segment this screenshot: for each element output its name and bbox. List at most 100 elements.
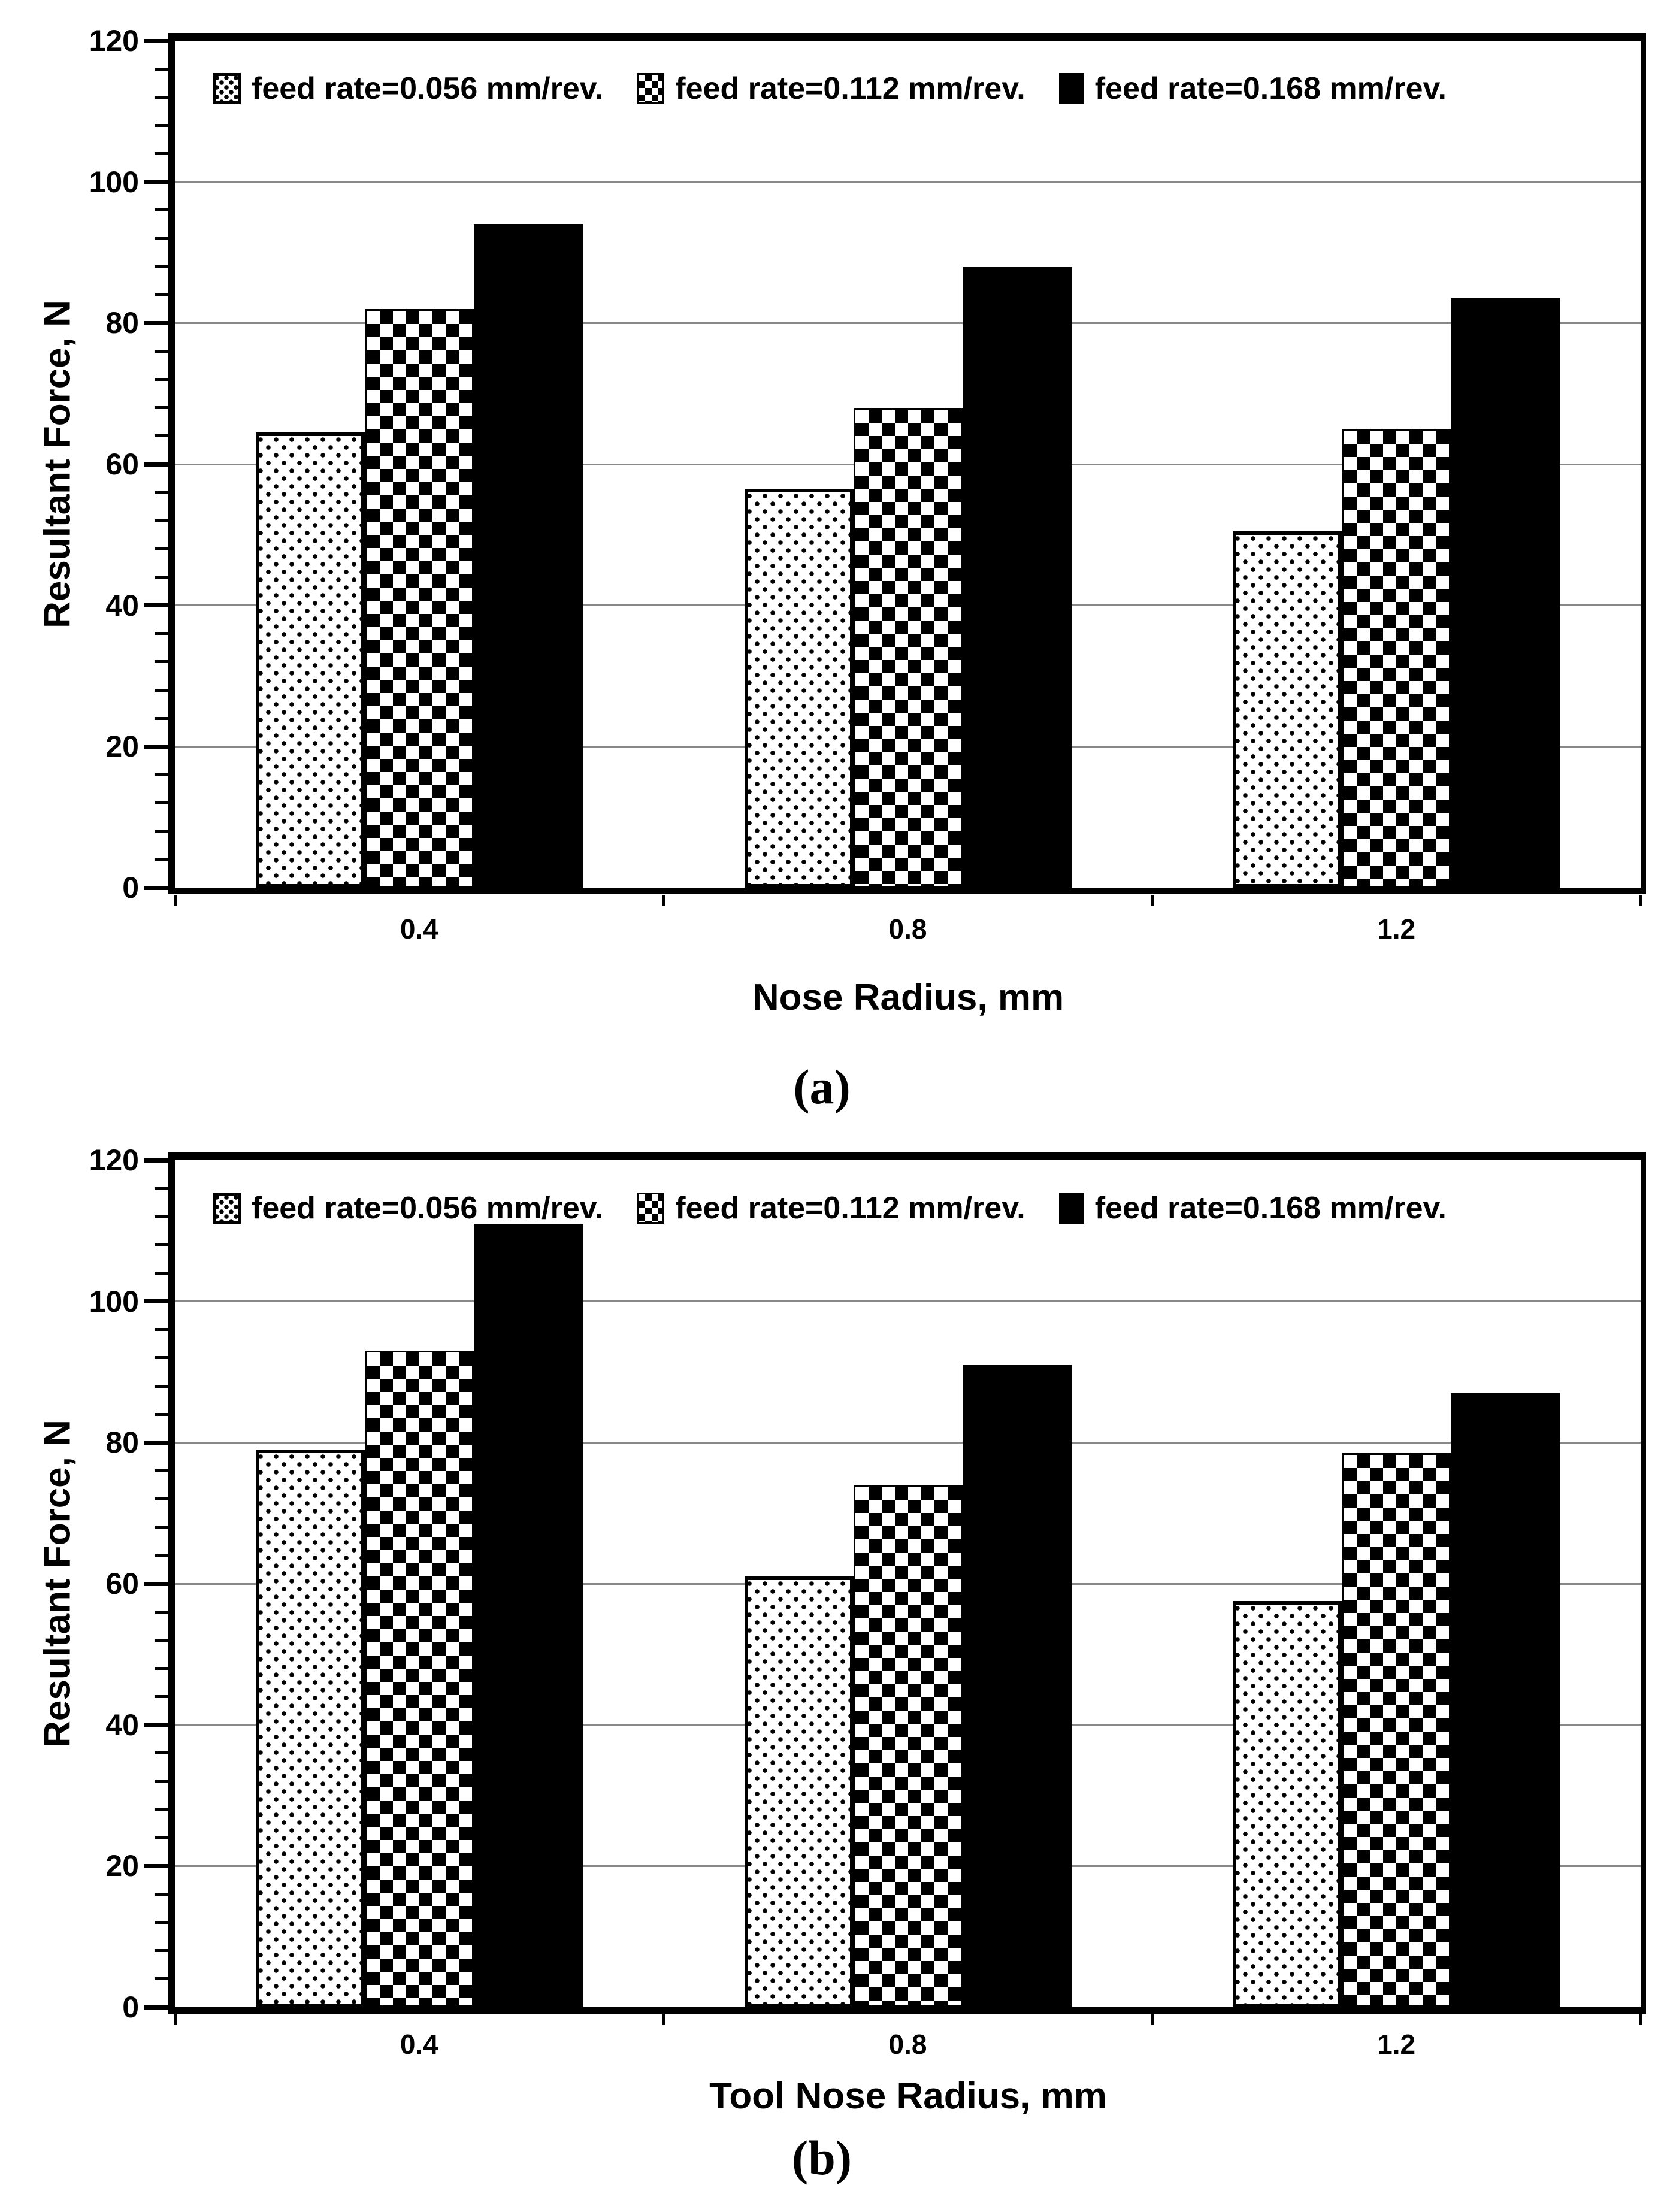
gridline-100-a — [175, 181, 1641, 183]
y-major-tick-20-a — [144, 744, 168, 749]
y-major-tick-40-b — [144, 1723, 168, 1727]
x-tick-labels-a: 0.4 0.8 1.2 — [175, 913, 1641, 955]
y-minor-tick-56-a — [155, 491, 168, 494]
y-tick-label-40-a: 40 — [105, 588, 139, 622]
bar-solid-x1.2-a — [1451, 298, 1560, 888]
y-minor-tick-108-a — [155, 123, 168, 127]
y-minor-tick-36-b — [155, 1751, 168, 1755]
legend-a: feed rate=0.056 mm/rev. feed rate=0.112 m… — [213, 71, 1637, 107]
y-major-tick-120-a — [144, 38, 168, 43]
y-minor-tick-84-a — [155, 293, 168, 296]
y-tick-label-60-a: 60 — [105, 447, 139, 481]
x-tick-label-0.8-a: 0.8 — [888, 913, 927, 945]
y-minor-tick-96-a — [155, 208, 168, 212]
legend-label-2-b: feed rate=0.168 mm/rev. — [1094, 1191, 1447, 1225]
y-major-tick-0-a — [144, 885, 168, 890]
y-minor-tick-112-b — [155, 1215, 168, 1218]
y-minor-tick-92-b — [155, 1356, 168, 1360]
y-minor-tick-84-b — [155, 1412, 168, 1416]
y-tick-label-100-a: 100 — [89, 165, 139, 199]
y-minor-tick-24-b — [155, 1836, 168, 1839]
bar-checker-x0.4-b — [364, 1351, 474, 2007]
y-minor-tick-68-b — [155, 1526, 168, 1529]
x-axis-title-b: Tool Nose Radius, mm — [709, 2075, 1107, 2117]
legend-item-1-a: feed rate=0.112 mm/rev. — [637, 71, 1025, 107]
legend-item-2-b: feed rate=0.168 mm/rev. — [1058, 1190, 1447, 1226]
legend-b: feed rate=0.056 mm/rev. feed rate=0.112 m… — [213, 1190, 1637, 1226]
y-tick-label-80-b: 80 — [105, 1426, 139, 1460]
legend-swatch-dotted-icon — [213, 73, 241, 104]
legend-item-2-a: feed rate=0.168 mm/rev. — [1058, 71, 1447, 107]
bar-checker-x0.8-b — [853, 1485, 963, 2007]
y-minor-tick-4-a — [155, 858, 168, 861]
y-tick-label-0-a: 0 — [122, 871, 139, 904]
panel-label-b: (b) — [791, 2131, 852, 2185]
plot-area-b: 0 20 40 60 80 100 120 feed rate=0.056 mm/rev. fe… — [89, 1143, 1646, 2025]
gridline-100-b — [175, 1300, 1641, 1303]
y-minor-tick-64-b — [155, 1554, 168, 1557]
plot-area-a: 0 20 40 60 80 100 120 feed rate=0.056 mm/rev. fe… — [89, 24, 1646, 906]
y-major-tick-120-b — [144, 1158, 168, 1163]
y-minor-tick-112-a — [155, 95, 168, 99]
y-minor-tick-44-a — [155, 576, 168, 579]
x-tick-label-0.4-a: 0.4 — [400, 913, 438, 945]
y-minor-tick-28-b — [155, 1808, 168, 1811]
bar-checker-x0.8-a — [853, 407, 963, 888]
x-axis-title-a: Nose Radius, mm — [752, 977, 1064, 1018]
y-major-tick-100-b — [144, 1299, 168, 1304]
y-minor-tick-4-b — [155, 1977, 168, 1981]
y-tick-label-80-a: 80 — [105, 306, 139, 340]
y-tick-label-0-b: 0 — [122, 1990, 139, 2024]
legend-item-0-b: feed rate=0.056 mm/rev. — [213, 1190, 603, 1226]
y-minor-tick-28-a — [155, 688, 168, 692]
panel-label-a: (a) — [793, 1060, 851, 1114]
gridline-80-a — [175, 322, 1641, 324]
bar-dotted-x1.2-b — [1233, 1601, 1342, 2007]
bar-dotted-x0.8-a — [744, 489, 854, 888]
x-tick-label-0.4-b: 0.4 — [400, 2029, 438, 2060]
x-boundary-tick-1-a — [662, 895, 665, 906]
y-minor-tick-72-a — [155, 378, 168, 382]
y-minor-tick-52-b — [155, 1638, 168, 1642]
y-minor-tick-12-b — [155, 1921, 168, 1924]
x-boundary-tick-0-b — [173, 2014, 177, 2025]
bar-solid-x0.4-b — [473, 1224, 583, 2007]
x-boundary-tick-3-a — [1639, 895, 1642, 906]
y-minor-tick-8-b — [155, 1949, 168, 1953]
y-axis-title-b: Resultant Force, N — [37, 1420, 78, 1748]
y-minor-tick-24-a — [155, 716, 168, 720]
y-tick-label-100-b: 100 — [89, 1284, 139, 1318]
y-minor-tick-72-b — [155, 1497, 168, 1501]
y-minor-tick-104-b — [155, 1272, 168, 1275]
x-boundary-tick-1-b — [662, 2014, 665, 2025]
y-minor-tick-76-a — [155, 349, 168, 353]
bar-solid-x0.8-b — [962, 1364, 1072, 2007]
legend-swatch-checker-icon — [637, 1193, 665, 1224]
y-minor-tick-88-a — [155, 265, 168, 268]
x-boundary-tick-0-a — [173, 895, 177, 906]
x-tick-labels-b: 0.4 0.8 1.2 — [175, 2028, 1641, 2070]
x-boundary-tick-3-b — [1639, 2014, 1642, 2025]
y-minor-tick-96-b — [155, 1328, 168, 1332]
y-major-tick-80-a — [144, 320, 168, 325]
y-minor-tick-16-b — [155, 1892, 168, 1896]
y-major-tick-0-b — [144, 2005, 168, 2010]
legend-item-0-a: feed rate=0.056 mm/rev. — [213, 71, 603, 107]
legend-label-1-a: feed rate=0.112 mm/rev. — [675, 71, 1025, 106]
legend-swatch-dotted-icon — [213, 1193, 241, 1224]
gridline-80-b — [175, 1441, 1641, 1444]
bar-checker-x1.2-b — [1342, 1453, 1451, 2007]
y-tick-label-20-b: 20 — [105, 1849, 139, 1883]
y-minor-tick-116-a — [155, 67, 168, 71]
legend-item-1-b: feed rate=0.112 mm/rev. — [637, 1190, 1025, 1226]
y-minor-tick-56-b — [155, 1610, 168, 1614]
y-minor-tick-44-b — [155, 1695, 168, 1699]
x-tick-label-0.8-b: 0.8 — [888, 2029, 927, 2060]
legend-swatch-solid-icon — [1058, 73, 1084, 104]
x-tick-label-1.2-b: 1.2 — [1377, 2029, 1416, 2060]
bar-solid-x0.4-a — [473, 224, 583, 888]
legend-label-0-a: feed rate=0.056 mm/rev. — [252, 71, 604, 106]
y-major-tick-60-a — [144, 462, 168, 467]
y-minor-tick-64-a — [155, 434, 168, 438]
y-major-tick-40-a — [144, 603, 168, 608]
